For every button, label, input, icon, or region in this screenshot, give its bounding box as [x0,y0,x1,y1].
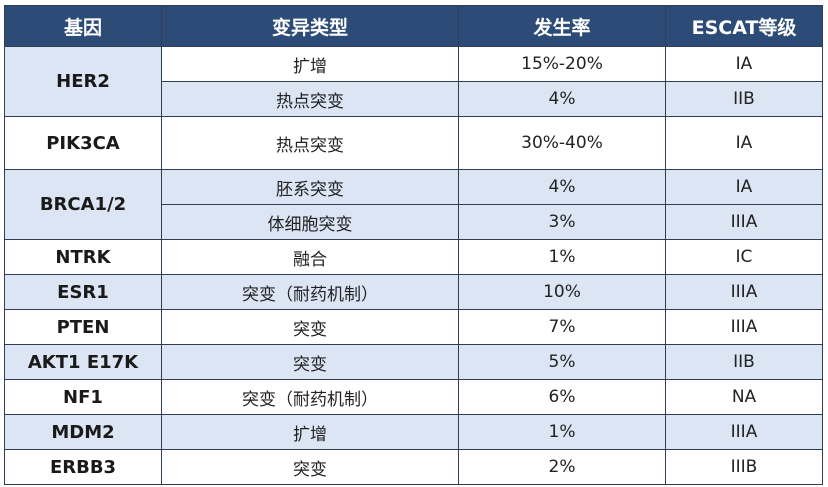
incidence-cell: 15%-20% [458,46,666,82]
table-row: ESR1 突变（耐药机制） 10% IIIA [4,274,823,310]
incidence-cell: 1% [458,414,666,450]
table-row: NTRK 融合 1% IC [4,239,823,275]
gene-cell: BRCA1/2 [4,169,162,240]
incidence-cell: 6% [458,379,666,415]
gene-cell: NF1 [4,379,162,415]
gene-cell: ERBB3 [4,449,162,485]
gene-cell: ESR1 [4,274,162,310]
incidence-cell: 1% [458,239,666,275]
table-row: NF1 突变（耐药机制） 6% NA [4,379,823,415]
table-row: 热点突变 4% IIB [5,81,823,117]
variant-type-cell: 突变 [161,344,459,380]
incidence-cell: 3% [458,204,666,240]
variant-type-cell: 体细胞突变 [161,204,459,240]
variant-type-cell: 融合 [161,239,459,275]
escat-level-cell: IA [665,169,823,205]
table-row: MDM2 扩增 1% IIIA [4,414,823,450]
escat-level-cell: IIIA [665,414,823,450]
escat-level-cell: IIIB [665,449,823,485]
gene-cell: HER2 [4,46,162,117]
table-row: 体细胞突变 3% IIIA [5,204,823,240]
incidence-cell: 7% [458,309,666,345]
header-variant-type: 变异类型 [161,5,459,47]
variant-type-cell: 突变（耐药机制） [161,274,459,310]
incidence-cell: 30%-40% [458,116,666,170]
incidence-cell: 4% [458,81,666,117]
variant-type-cell: 热点突变 [161,81,459,117]
table-row: HER2 扩增 15%-20% IA [4,46,823,117]
table-row: AKT1 E17K 突变 5% IIB [4,344,823,380]
incidence-cell: 5% [458,344,666,380]
variant-type-cell: 扩增 [161,414,459,450]
escat-level-cell: IIIA [665,204,823,240]
incidence-cell: 2% [458,449,666,485]
escat-level-cell: IA [665,46,823,82]
table-row: PTEN 突变 7% IIIA [4,309,823,345]
variant-type-cell: 突变 [161,309,459,345]
escat-level-cell: IIIA [665,274,823,310]
header-incidence: 发生率 [458,5,666,47]
gene-cell: NTRK [4,239,162,275]
table-row: BRCA1/2 胚系突变 4% IA [4,169,823,240]
table-row: ERBB3 突变 2% IIIB [4,449,823,485]
incidence-cell: 10% [458,274,666,310]
gene-cell: AKT1 E17K [4,344,162,380]
header-escat-level: ESCAT等级 [665,5,823,47]
variant-type-cell: 热点突变 [161,116,459,170]
escat-level-cell: IIB [665,344,823,380]
gene-cell: PIK3CA [4,116,162,170]
escat-level-cell: NA [665,379,823,415]
gene-cell: MDM2 [4,414,162,450]
variant-type-cell: 突变（耐药机制） [161,379,459,415]
header-row: 基因 变异类型 发生率 ESCAT等级 [4,5,823,47]
variant-type-cell: 突变 [161,449,459,485]
variant-type-cell: 扩增 [161,46,459,82]
gene-variant-table: 基因 变异类型 发生率 ESCAT等级 HER2 扩增 15%-20% IA 热… [4,5,823,485]
escat-level-cell: IIB [665,81,823,117]
incidence-cell: 4% [458,169,666,205]
escat-level-cell: IIIA [665,309,823,345]
escat-level-cell: IA [665,116,823,170]
variant-type-cell: 胚系突变 [161,169,459,205]
escat-level-cell: IC [665,239,823,275]
gene-cell: PTEN [4,309,162,345]
table-row: PIK3CA 热点突变 30%-40% IA [4,116,823,170]
header-gene: 基因 [4,5,162,47]
